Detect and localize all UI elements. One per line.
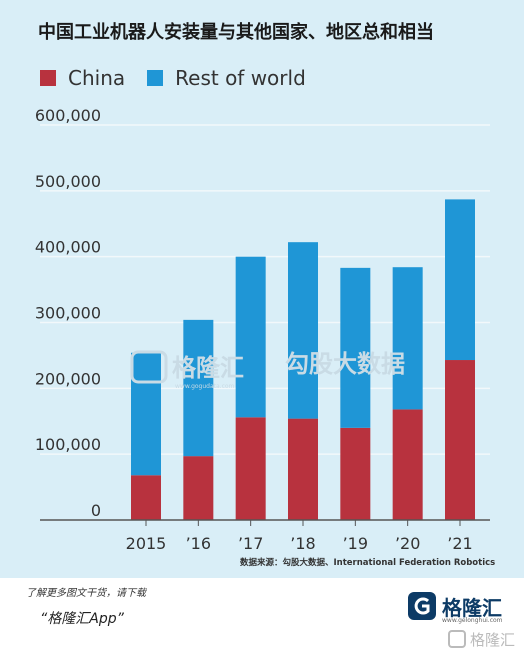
y-tick-label: 100,000 — [35, 435, 101, 454]
bar-rest-of-world — [288, 242, 318, 419]
watermark-logo-icon — [130, 350, 168, 384]
bar-china — [235, 417, 266, 520]
x-tick-label: ’19 — [343, 534, 368, 553]
bar-china — [131, 475, 161, 520]
bar-china — [445, 360, 475, 520]
brand-logo: 格隆汇 www.gelonghui.com — [408, 592, 524, 624]
source-note: 数据来源：勾股大数据、International Federation Robo… — [240, 558, 496, 568]
legend-swatch-china — [40, 70, 56, 86]
bar-rest-of-world — [183, 319, 214, 457]
brand-logo-icon — [408, 592, 436, 620]
legend-item-rest-of-world: Rest of world — [147, 66, 306, 90]
legend-item-china: China — [40, 66, 125, 90]
y-tick-label: 300,000 — [35, 304, 101, 323]
x-tick-label: 2015 — [126, 534, 167, 553]
bar-rest-of-world — [235, 256, 266, 418]
x-tick-label: ’16 — [186, 534, 211, 553]
bar-china — [392, 409, 423, 520]
y-tick-label: 600,000 — [35, 106, 101, 125]
corner-watermark-text: 格隆汇 — [470, 630, 516, 649]
bar-rest-of-world — [131, 352, 161, 476]
bar-china — [288, 418, 318, 520]
y-tick-label: 200,000 — [35, 369, 101, 388]
watermark-brand: 格隆汇 — [172, 354, 244, 382]
x-tick-label: ’20 — [395, 534, 420, 553]
x-tick-label: ’17 — [238, 534, 263, 553]
legend: China Rest of world — [40, 66, 328, 90]
footer-note: 了解更多图文干货，请下载 — [26, 588, 146, 599]
y-tick-label: 400,000 — [35, 238, 101, 257]
footer: 了解更多图文干货，请下载 “格隆汇App” 格隆汇 www.gelonghui.… — [0, 578, 524, 655]
legend-swatch-rest-of-world — [147, 70, 164, 86]
watermark-logo-icon — [448, 630, 466, 648]
watermark-data: 勾股大数据 — [285, 350, 405, 378]
watermark-url: www.gogudata.com — [175, 383, 235, 390]
bar-chart: 0 100,000 200,000 300,000 400,000 500,000 600,… — [35, 106, 490, 553]
legend-label-rest-of-world: Rest of world — [175, 66, 306, 90]
bar-china — [183, 456, 214, 520]
bar-rest-of-world — [340, 267, 371, 428]
y-tick-label: 500,000 — [35, 172, 101, 191]
brand-url: www.gelonghui.com — [442, 617, 503, 624]
corner-watermark: 格隆汇 — [448, 628, 515, 650]
bar-rest-of-world — [445, 199, 475, 361]
legend-label-china: China — [68, 66, 126, 90]
y-tick-label: 0 — [91, 501, 101, 520]
x-tick-label: ’18 — [290, 534, 315, 553]
brand-name: 格隆汇 — [442, 596, 502, 620]
chart-panel: 中国工业机器人安装量与其他国家、地区总和相当 China Rest of wor… — [0, 0, 524, 578]
bar-rest-of-world — [392, 267, 423, 410]
footer-app-name: “格隆汇App” — [40, 611, 124, 627]
chart-title: 中国工业机器人安装量与其他国家、地区总和相当 — [38, 22, 434, 43]
x-tick-label: ’21 — [447, 534, 472, 553]
bar-china — [340, 427, 371, 520]
